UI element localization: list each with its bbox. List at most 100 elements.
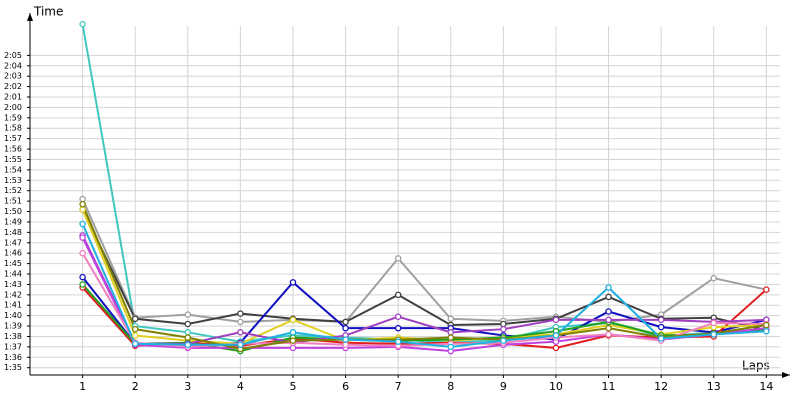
x-tick-label: 10 bbox=[549, 380, 563, 393]
y-tick-label: 1:47 bbox=[4, 238, 22, 247]
y-tick-label: 1:44 bbox=[4, 270, 22, 279]
point bbox=[79, 273, 86, 281]
y-tick-label: 1:56 bbox=[4, 145, 22, 154]
point bbox=[79, 20, 86, 28]
y-tick-label: 1:42 bbox=[4, 290, 22, 299]
point bbox=[79, 206, 86, 213]
x-tick-label: 9 bbox=[500, 380, 507, 393]
point bbox=[657, 335, 665, 342]
point bbox=[237, 329, 244, 336]
point bbox=[710, 331, 717, 338]
y-tick-label: 1:35 bbox=[4, 363, 22, 372]
y-tick-label: 1:50 bbox=[4, 207, 22, 216]
point bbox=[184, 341, 192, 349]
point bbox=[79, 220, 86, 228]
y-tick-label: 2:01 bbox=[4, 93, 22, 102]
x-tick-label: 11 bbox=[602, 380, 616, 393]
grid bbox=[30, 26, 780, 375]
y-tick-label: 1:54 bbox=[4, 165, 22, 174]
y-tick-label: 1:38 bbox=[4, 332, 22, 341]
x-tick-label: 2 bbox=[132, 380, 139, 393]
y-tick-label: 2:00 bbox=[4, 103, 22, 112]
point bbox=[500, 337, 507, 344]
y-tick-label: 2:03 bbox=[4, 72, 22, 81]
x-tick-label: 13 bbox=[707, 380, 721, 393]
x-tick-label: 3 bbox=[184, 380, 191, 393]
point bbox=[763, 321, 770, 329]
point bbox=[79, 195, 86, 203]
point bbox=[394, 291, 402, 299]
point bbox=[79, 249, 86, 257]
point bbox=[763, 286, 770, 293]
y-tick-label: 1:57 bbox=[4, 134, 22, 143]
point bbox=[131, 340, 139, 348]
y-tick-label: 1:36 bbox=[4, 353, 22, 362]
y-tick-label: 1:48 bbox=[4, 228, 22, 237]
y-tick-label: 1:43 bbox=[4, 280, 22, 289]
x-axis-arrow bbox=[782, 372, 790, 378]
point bbox=[605, 284, 612, 291]
point bbox=[289, 337, 297, 344]
point bbox=[342, 318, 349, 326]
point bbox=[605, 293, 612, 301]
y-axis-label: Time bbox=[33, 5, 63, 19]
x-tick-label: 4 bbox=[237, 380, 244, 393]
point bbox=[184, 320, 192, 328]
y-axis-arrow bbox=[27, 13, 33, 21]
point bbox=[184, 329, 192, 336]
series-line bbox=[81, 198, 767, 323]
point bbox=[131, 325, 139, 333]
x-tick-label: 5 bbox=[289, 380, 296, 393]
point bbox=[605, 324, 612, 332]
x-tick-label: 7 bbox=[395, 380, 402, 393]
point bbox=[447, 315, 455, 323]
x-tick-label: 14 bbox=[759, 380, 773, 393]
x-tick-label: 6 bbox=[342, 380, 349, 393]
x-tick-label: 12 bbox=[654, 380, 668, 393]
point bbox=[237, 318, 244, 326]
point bbox=[79, 200, 86, 208]
point bbox=[447, 329, 455, 336]
point bbox=[394, 255, 402, 262]
series-line bbox=[81, 223, 767, 348]
point bbox=[710, 274, 717, 282]
point bbox=[79, 281, 86, 288]
point bbox=[710, 319, 717, 327]
point bbox=[552, 332, 560, 339]
point bbox=[500, 325, 507, 333]
y-tick-label: 1:58 bbox=[4, 124, 22, 133]
point bbox=[184, 311, 192, 318]
y-tick-label: 1:41 bbox=[4, 301, 22, 310]
point bbox=[605, 316, 612, 324]
series-line bbox=[81, 23, 767, 344]
y-tick-label: 1:51 bbox=[4, 197, 22, 206]
point bbox=[394, 324, 402, 332]
point bbox=[605, 308, 612, 315]
y-tick-label: 1:52 bbox=[4, 186, 22, 195]
series-line bbox=[81, 203, 767, 350]
point bbox=[131, 315, 139, 323]
point bbox=[237, 341, 244, 349]
x-tick-label: 1 bbox=[79, 380, 86, 393]
point bbox=[657, 316, 665, 324]
y-tick-label: 1:59 bbox=[4, 113, 22, 122]
point bbox=[289, 316, 297, 324]
point bbox=[79, 234, 86, 241]
point bbox=[394, 313, 402, 320]
x-axis-label: Laps bbox=[742, 359, 770, 373]
point bbox=[552, 316, 560, 324]
point bbox=[657, 323, 665, 331]
point bbox=[447, 334, 455, 341]
y-tick-label: 1:37 bbox=[4, 342, 22, 351]
y-tick-label: 1:49 bbox=[4, 217, 22, 226]
point bbox=[763, 328, 770, 335]
y-tick-label: 2:04 bbox=[4, 61, 22, 70]
point bbox=[605, 331, 612, 338]
point bbox=[500, 320, 507, 328]
point bbox=[289, 329, 297, 336]
y-tick-label: 1:39 bbox=[4, 322, 22, 331]
y-tick-label: 1:55 bbox=[4, 155, 22, 164]
point bbox=[342, 324, 349, 332]
y-tick-label: 2:02 bbox=[4, 82, 22, 91]
